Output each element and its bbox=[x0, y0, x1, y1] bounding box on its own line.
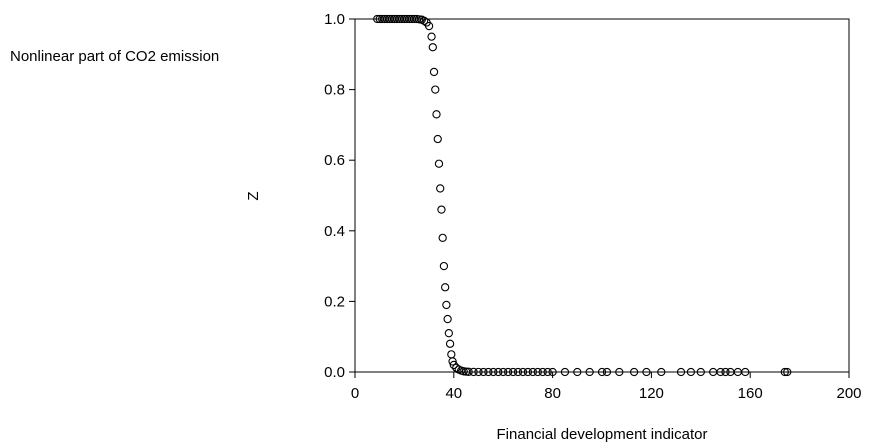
x-axis: 0 40 80 120 160 200 bbox=[351, 372, 862, 402]
y-axis: 0.0 0.2 0.4 0.6 0.8 1.0 bbox=[324, 11, 355, 381]
data-point bbox=[741, 367, 750, 377]
data-point bbox=[479, 367, 488, 377]
data-point bbox=[464, 367, 473, 376]
y-tick-label: 1.0 bbox=[324, 11, 345, 28]
data-point bbox=[696, 367, 705, 377]
data-point bbox=[441, 283, 450, 292]
data-points bbox=[373, 14, 792, 377]
data-point bbox=[513, 367, 523, 377]
data-point bbox=[431, 85, 440, 94]
data-point bbox=[433, 134, 442, 144]
data-point bbox=[438, 233, 447, 243]
data-point bbox=[420, 16, 429, 25]
data-point bbox=[449, 360, 458, 370]
data-point bbox=[436, 184, 445, 193]
data-point bbox=[442, 300, 451, 310]
data-point bbox=[429, 67, 439, 77]
data-point bbox=[424, 21, 434, 31]
y-axis-title: Z bbox=[245, 191, 262, 200]
data-point bbox=[444, 329, 454, 338]
data-point bbox=[780, 367, 789, 377]
data-point bbox=[523, 367, 533, 377]
y-tick-label: 0.6 bbox=[324, 152, 345, 169]
data-point bbox=[573, 367, 582, 377]
data-point bbox=[548, 367, 557, 377]
x-tick-label: 200 bbox=[836, 385, 861, 402]
data-point bbox=[642, 367, 651, 377]
data-point bbox=[543, 367, 552, 377]
x-tick-label: 80 bbox=[544, 385, 561, 402]
data-point bbox=[629, 367, 639, 377]
data-point bbox=[528, 367, 537, 377]
x-tick-label: 120 bbox=[639, 385, 664, 402]
y-tick-label: 0.4 bbox=[324, 223, 345, 240]
x-tick-label: 40 bbox=[445, 385, 462, 402]
data-point bbox=[538, 367, 547, 377]
data-point bbox=[428, 43, 437, 52]
data-point bbox=[499, 367, 508, 377]
data-point bbox=[427, 32, 436, 41]
data-point bbox=[443, 314, 452, 324]
data-point bbox=[432, 110, 441, 119]
x-tick-label: 160 bbox=[738, 385, 763, 402]
series-label: Nonlinear part of CO2 emission bbox=[10, 48, 219, 65]
data-point bbox=[469, 367, 478, 377]
data-point bbox=[716, 367, 725, 377]
data-point bbox=[474, 367, 483, 377]
data-point bbox=[657, 367, 666, 377]
data-point bbox=[560, 367, 570, 377]
data-point bbox=[676, 367, 686, 377]
data-point bbox=[721, 367, 730, 377]
data-point bbox=[783, 367, 792, 377]
data-point bbox=[437, 205, 446, 214]
y-tick-label: 0.0 bbox=[324, 364, 345, 381]
data-point bbox=[439, 261, 449, 271]
data-point bbox=[533, 367, 542, 377]
data-point bbox=[448, 357, 457, 366]
data-point bbox=[508, 367, 518, 377]
data-point bbox=[602, 367, 612, 377]
x-tick-label: 0 bbox=[351, 385, 359, 402]
data-point bbox=[518, 367, 528, 377]
data-point bbox=[686, 367, 696, 377]
data-point bbox=[489, 367, 498, 377]
data-point bbox=[434, 159, 444, 168]
data-point bbox=[503, 367, 513, 377]
data-point bbox=[452, 363, 461, 372]
data-point bbox=[484, 367, 493, 377]
y-tick-label: 0.2 bbox=[324, 293, 345, 310]
data-point bbox=[445, 339, 455, 348]
y-tick-label: 0.8 bbox=[324, 82, 345, 99]
data-point bbox=[494, 367, 503, 377]
data-point bbox=[597, 367, 607, 377]
data-point bbox=[447, 350, 456, 359]
x-axis-title: Financial development indicator bbox=[497, 426, 708, 443]
plot-area-frame bbox=[354, 18, 850, 373]
data-point bbox=[615, 367, 624, 377]
data-point bbox=[585, 367, 594, 377]
